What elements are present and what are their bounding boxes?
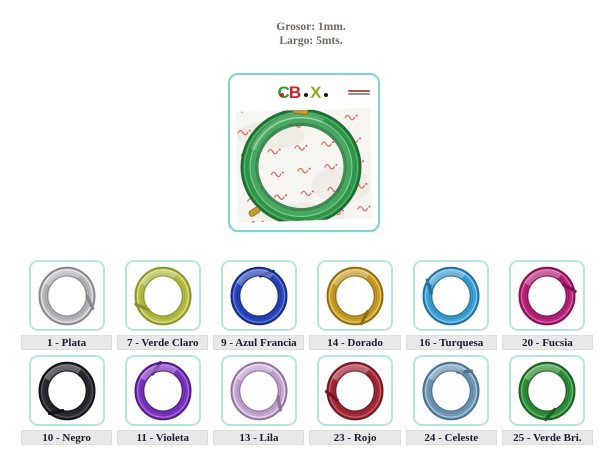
color-swatch: 25 - Verde Bri. <box>501 355 593 445</box>
color-swatch-label: 9 - Azul Francia <box>213 335 305 350</box>
wire-coil-photo <box>236 108 372 223</box>
color-swatch-label: 16 - Turquesa <box>405 335 497 350</box>
color-swatch-label: 24 - Celeste <box>405 430 497 445</box>
spec-grosor: Grosor: 1mm. <box>276 21 346 33</box>
logo-red-dot-icon <box>279 92 284 97</box>
wire-ring-image <box>230 266 288 325</box>
color-swatch-image <box>220 355 297 426</box>
color-swatch-image <box>28 260 105 331</box>
color-swatch: 7 - Verde Claro <box>117 260 209 350</box>
color-swatch-image <box>317 260 394 331</box>
color-swatch: 1 - Plata <box>21 260 113 350</box>
color-swatch: 24 - Celeste <box>405 355 497 445</box>
cbx-logo: C B X <box>230 83 378 103</box>
color-swatch-label: 10 - Negro <box>21 430 113 445</box>
fine-print-line <box>348 93 370 95</box>
color-swatch-grid: 1 - Plata 7 - Verde Claro 9 - Azul Francia… <box>21 260 593 445</box>
color-swatch-image <box>28 355 105 426</box>
color-swatch: 13 - Lila <box>213 355 305 445</box>
wire-ring-image <box>422 266 480 325</box>
color-swatch: 11 - Violeta <box>117 355 209 445</box>
wire-ring-image <box>518 266 578 325</box>
color-swatch-image <box>124 355 201 426</box>
color-swatch-image <box>413 355 490 426</box>
wire-ring-image <box>133 266 192 325</box>
logo-letter-c: C <box>277 83 291 102</box>
color-swatch-image <box>220 260 297 331</box>
wire-ring-image <box>230 361 288 420</box>
wire-ring-image <box>326 266 384 325</box>
logo-letter-x: X <box>310 83 323 102</box>
logo-letter-b: B <box>288 83 303 102</box>
color-swatch-image <box>317 355 394 426</box>
color-swatch-label: 14 - Dorado <box>309 335 401 350</box>
logo-fine-print <box>348 88 370 97</box>
color-swatch-label: 1 - Plata <box>21 335 113 350</box>
wire-ring-image <box>38 266 96 325</box>
fine-print-line <box>348 89 370 92</box>
wire-ring-image <box>38 361 96 420</box>
color-swatch: 9 - Azul Francia <box>213 260 305 350</box>
color-swatch: 20 - Fucsia <box>501 260 593 350</box>
color-swatch-label: 25 - Verde Bri. <box>501 430 593 445</box>
color-swatch: 10 - Negro <box>21 355 113 445</box>
logo-black-dot-icon <box>304 92 309 97</box>
color-swatch: 14 - Dorado <box>309 260 401 350</box>
color-swatch-image <box>413 260 490 331</box>
color-swatch-label: 7 - Verde Claro <box>117 335 209 350</box>
wire-ring-image <box>422 361 480 420</box>
color-swatch-label: 20 - Fucsia <box>501 335 593 350</box>
color-swatch-image <box>509 260 586 331</box>
color-swatch-image <box>509 355 586 426</box>
product-specs: Grosor: 1mm. Largo: 5mts. <box>11 21 600 48</box>
color-swatch-label: 13 - Lila <box>213 430 305 445</box>
spec-largo: Largo: 5mts. <box>279 34 343 47</box>
wire-ring-image <box>518 361 576 421</box>
wire-ring-image <box>324 361 384 420</box>
color-swatch-label: 11 - Violeta <box>117 430 209 445</box>
color-swatch: 23 - Rojo <box>309 355 401 445</box>
product-photo: C B X <box>228 73 380 232</box>
color-swatch-image <box>124 260 201 331</box>
wire-ring-image <box>134 360 192 420</box>
logo-black-dot-icon <box>324 92 329 97</box>
color-swatch-label: 23 - Rojo <box>309 430 401 445</box>
color-swatch: 16 - Turquesa <box>405 260 497 350</box>
